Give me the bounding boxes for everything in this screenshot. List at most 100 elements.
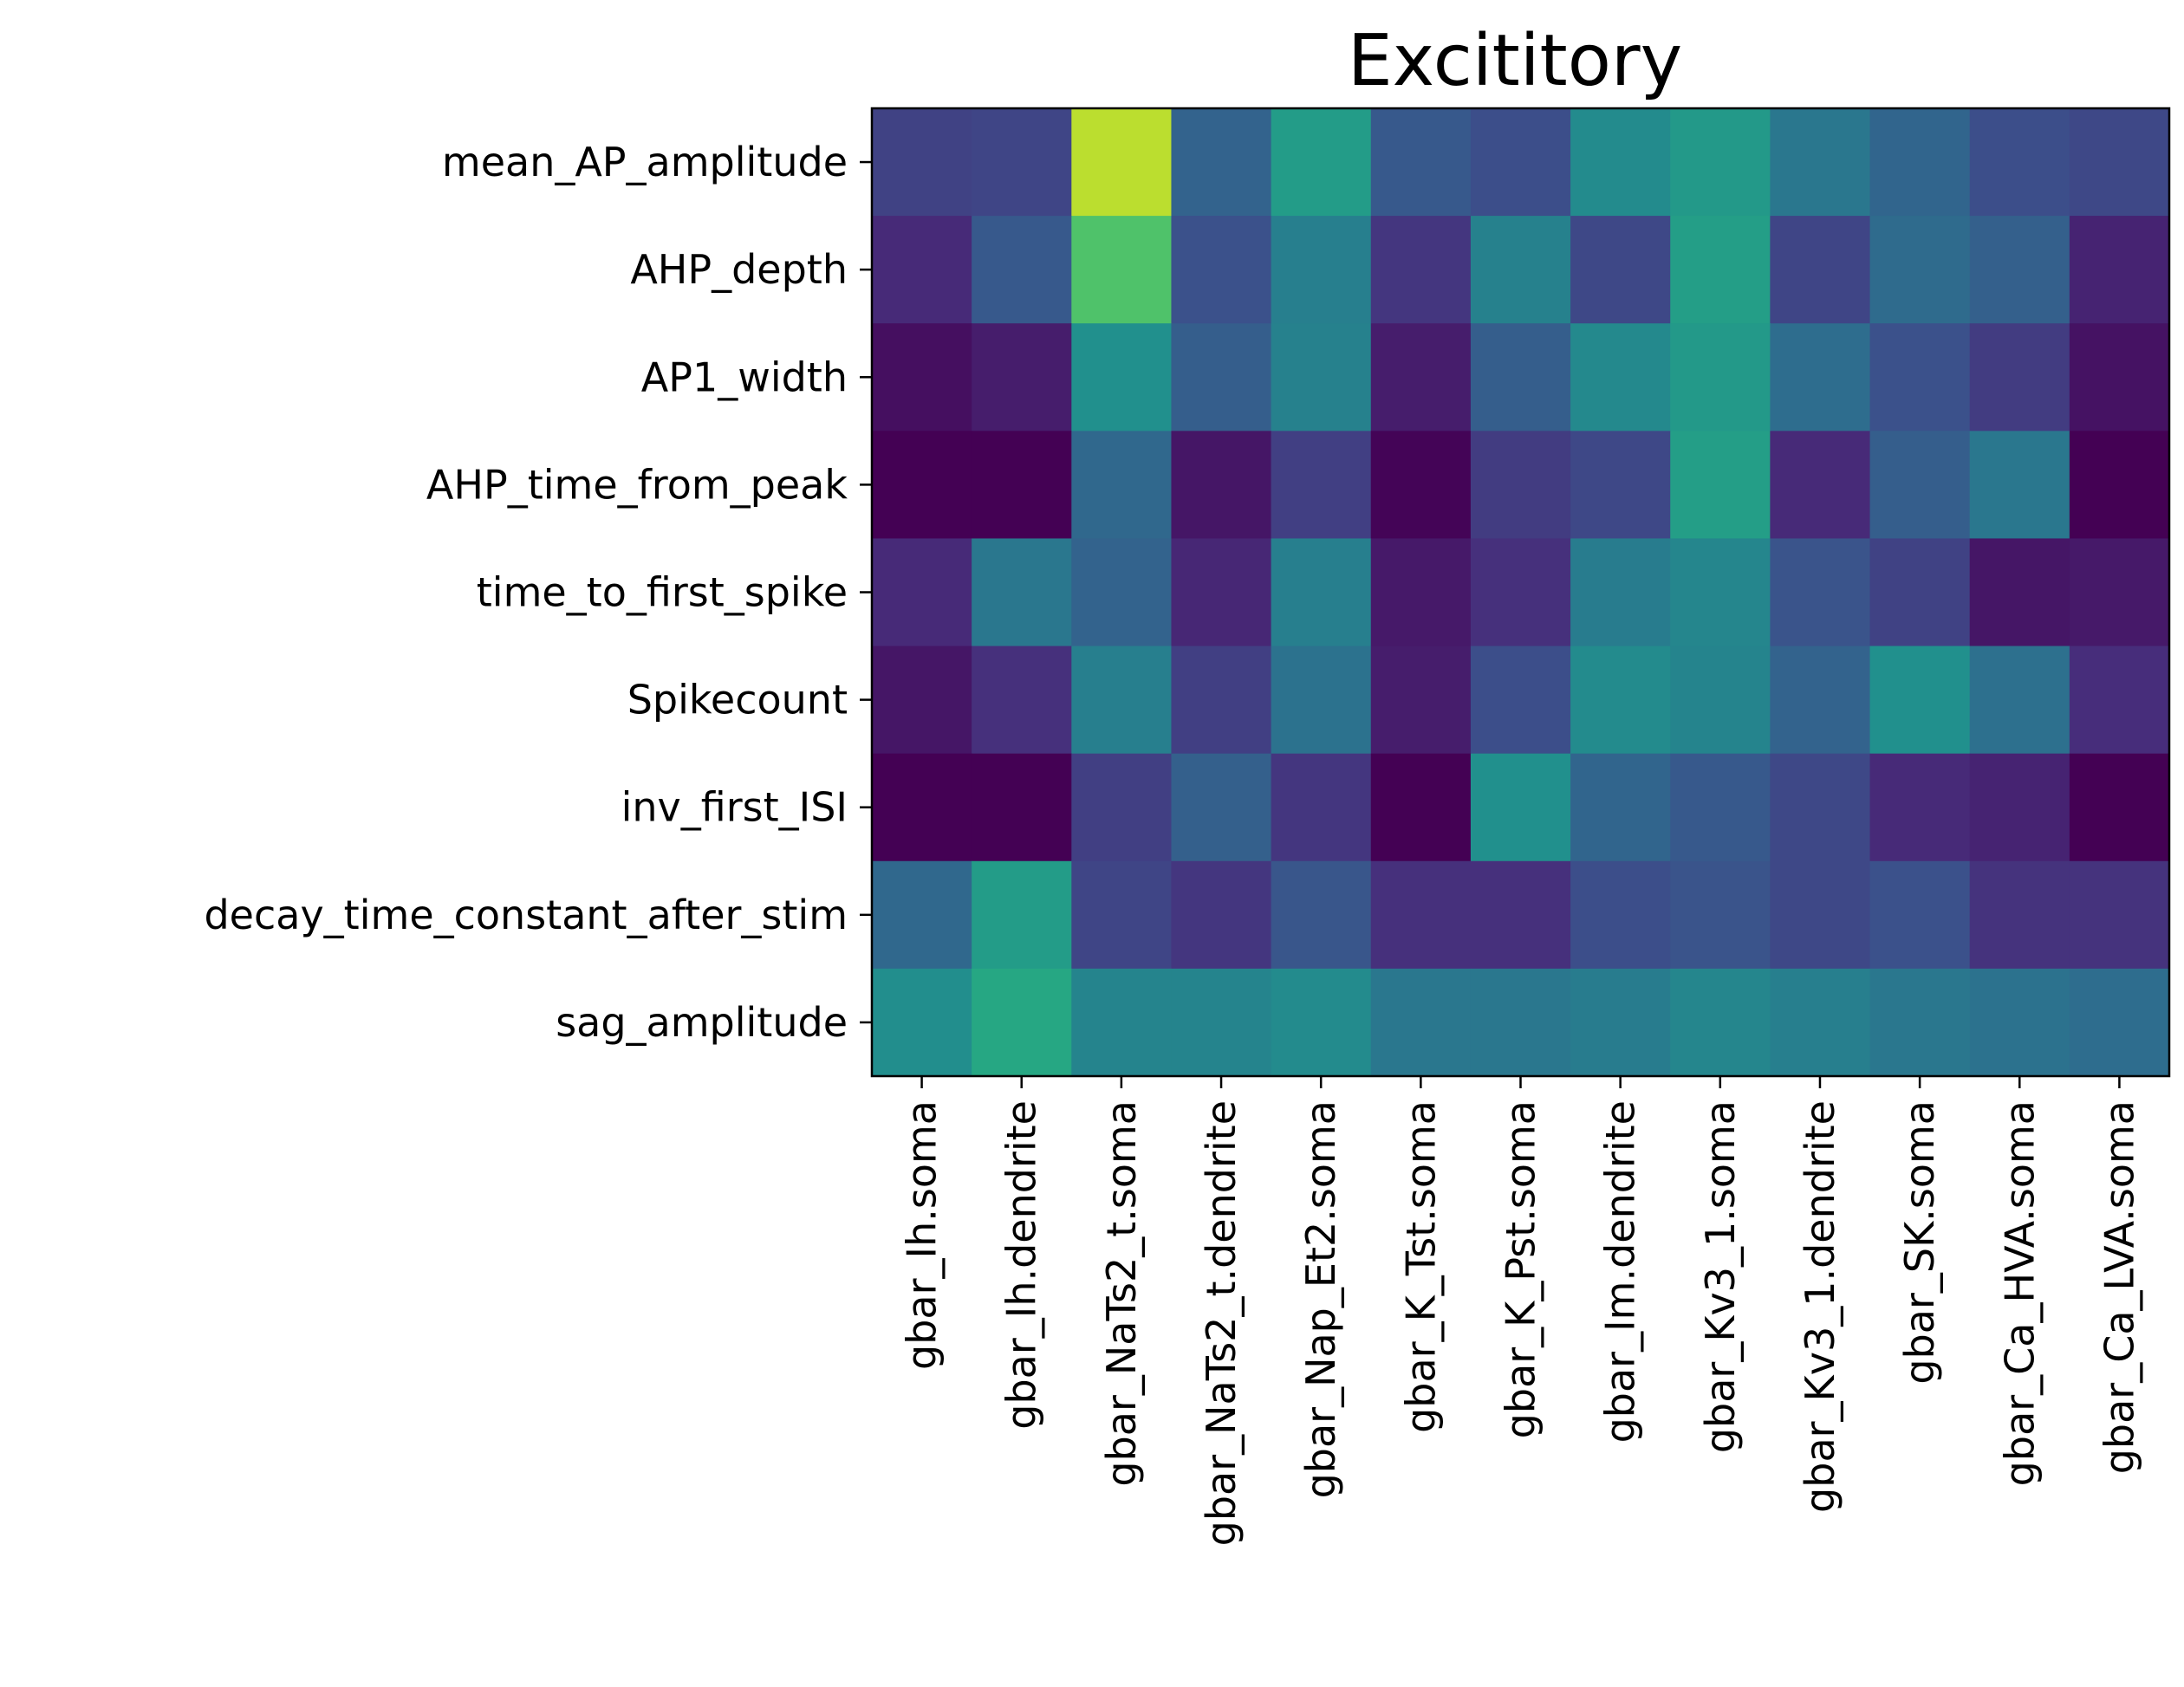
heatmap-cell — [1171, 968, 1272, 1077]
heatmap-cell — [872, 753, 972, 862]
heatmap-cell — [1370, 323, 1472, 431]
heatmap-cell — [1271, 646, 1372, 755]
heatmap-cell — [1670, 753, 1771, 862]
heatmap-cell — [1670, 646, 1771, 755]
y-tick-label: inv_first_ISI — [621, 784, 848, 831]
heatmap-cell — [1969, 431, 2070, 540]
y-tick-label: sag_amplitude — [556, 999, 848, 1046]
x-tick-label: gbar_Kv3_1.soma — [1697, 1100, 1744, 1453]
heatmap-cell — [1071, 860, 1173, 970]
heatmap-cell — [872, 216, 972, 324]
heatmap-cell — [872, 323, 972, 431]
heatmap-cell — [1171, 323, 1272, 431]
heatmap-cell — [1271, 431, 1372, 540]
heatmap-cell — [1470, 538, 1571, 647]
heatmap-cell — [1370, 216, 1472, 324]
heatmap-cell — [2069, 108, 2170, 217]
heatmap-cell — [972, 216, 1072, 324]
y-tick-label: mean_AP_amplitude — [442, 139, 848, 185]
heatmap-cell — [1271, 968, 1372, 1077]
chart-title: Excititory — [1348, 20, 1682, 102]
heatmap-cell — [1969, 538, 2070, 647]
x-tick-label: gbar_Ca_HVA.soma — [1996, 1100, 2043, 1486]
x-tick-label: gbar_SK.soma — [1896, 1100, 1943, 1385]
heatmap-cell — [1670, 860, 1771, 970]
heatmap-cell — [972, 860, 1072, 970]
heatmap-cell — [1770, 860, 1871, 970]
heatmap-cell — [1770, 323, 1871, 431]
heatmap-cell — [1770, 753, 1871, 862]
x-tick-label: gbar_Ca_LVA.soma — [2096, 1100, 2142, 1474]
heatmap-cell — [1370, 538, 1472, 647]
heatmap-cell — [1370, 646, 1472, 755]
x-tick-label: gbar_Kv3_1.dendrite — [1797, 1100, 1843, 1513]
x-tick-label: gbar_K_Tst.soma — [1397, 1100, 1444, 1433]
heatmap-cell — [1570, 968, 1671, 1077]
heatmap-cell — [1370, 431, 1472, 540]
heatmap-cell — [1071, 108, 1173, 217]
heatmap-cell — [1470, 860, 1571, 970]
heatmap-cell — [2069, 538, 2170, 647]
heatmap-cell — [2069, 216, 2170, 324]
heatmap-cell — [1770, 646, 1871, 755]
heatmap-cell — [972, 753, 1072, 862]
heatmap-cell — [872, 108, 972, 217]
heatmap-cell — [1770, 431, 1871, 540]
heatmap-cell — [1869, 216, 1971, 324]
heatmap-cell — [2069, 431, 2170, 540]
heatmap-cell — [972, 431, 1072, 540]
heatmap-cell — [1869, 860, 1971, 970]
heatmap-cell — [1071, 646, 1173, 755]
heatmap-cell — [1470, 216, 1571, 324]
y-tick-label: time_to_first_spike — [477, 569, 848, 616]
heatmap-cell — [1470, 646, 1571, 755]
heatmap-cells — [872, 108, 2170, 1077]
heatmap-cell — [1071, 968, 1173, 1077]
heatmap-cell — [1770, 968, 1871, 1077]
x-tick-label: gbar_K_Pst.soma — [1498, 1100, 1544, 1438]
y-tick-label: decay_time_constant_after_stim — [204, 892, 848, 938]
heatmap-cell — [972, 646, 1072, 755]
heatmap-cell — [972, 968, 1072, 1077]
heatmap-cell — [1770, 108, 1871, 217]
heatmap-cell — [2069, 323, 2170, 431]
heatmap-cell — [1470, 108, 1571, 217]
heatmap-cell — [1071, 538, 1173, 647]
y-tick-label: AHP_time_from_peak — [426, 461, 848, 508]
heatmap-cell — [1570, 216, 1671, 324]
heatmap-cell — [1271, 860, 1372, 970]
heatmap-cell — [1370, 860, 1472, 970]
heatmap-cell — [1370, 108, 1472, 217]
heatmap-cell — [1370, 753, 1472, 862]
heatmap-cell — [872, 538, 972, 647]
heatmap-cell — [972, 108, 1072, 217]
heatmap-cell — [1570, 753, 1671, 862]
heatmap-cell — [1869, 646, 1971, 755]
heatmap-cell — [1171, 646, 1272, 755]
heatmap-cell — [872, 968, 972, 1077]
heatmap-cell — [1271, 216, 1372, 324]
heatmap-cell — [972, 538, 1072, 647]
heatmap-cell — [1869, 753, 1971, 862]
y-tick-label: AHP_depth — [630, 246, 848, 293]
heatmap-cell — [1770, 538, 1871, 647]
heatmap-cell — [2069, 753, 2170, 862]
heatmap-cell — [1271, 323, 1372, 431]
heatmap-cell — [1470, 753, 1571, 862]
heatmap-cell — [1570, 323, 1671, 431]
x-axis: gbar_Ih.soma gbar_Ih.dendrite gbar_NaTs2_t… — [899, 1076, 2142, 1546]
heatmap-cell — [1071, 216, 1173, 324]
heatmap-cell — [2069, 646, 2170, 755]
heatmap-cell — [1770, 216, 1871, 324]
heatmap-cell — [1969, 646, 2070, 755]
heatmap-cell — [2069, 860, 2170, 970]
x-tick-label: gbar_Nap_Et2.soma — [1297, 1100, 1344, 1498]
heatmap-cell — [1171, 753, 1272, 862]
heatmap-cell — [1470, 323, 1571, 431]
heatmap-cell — [1271, 538, 1372, 647]
heatmap-cell — [1071, 323, 1173, 431]
heatmap-cell — [1670, 323, 1771, 431]
heatmap-cell — [1969, 968, 2070, 1077]
heatmap-cell — [1271, 108, 1372, 217]
